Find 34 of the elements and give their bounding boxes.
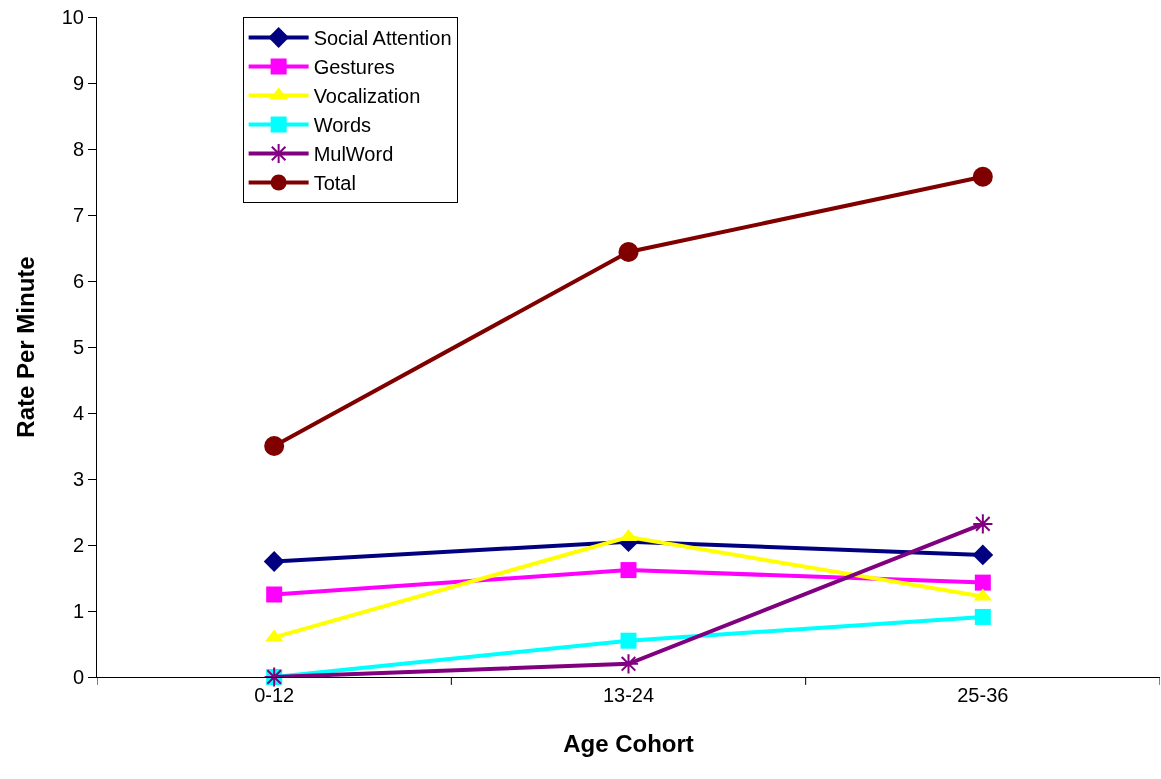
point [264, 436, 285, 456]
y-tick-label: 6 [72, 270, 84, 292]
x-axis-title: Age Cohort [563, 730, 694, 758]
x-tick-label: 25-36 [957, 684, 1009, 706]
point [972, 544, 994, 566]
point [266, 586, 283, 603]
y-tick-label: 9 [72, 72, 84, 94]
legend-label: Words [313, 114, 372, 137]
legend-label: Gestures [313, 56, 395, 79]
y-tick-label: 10 [61, 6, 84, 28]
legend-label: Total [313, 172, 356, 195]
y-tick-label: 4 [72, 402, 84, 424]
y-tick-label: 7 [72, 204, 84, 226]
point [263, 551, 285, 572]
point [974, 608, 991, 625]
y-tick-label: 3 [72, 468, 84, 490]
point [618, 241, 639, 262]
y-tick-label: 0 [72, 666, 84, 688]
point [617, 653, 640, 675]
x-tick-label: 13-24 [602, 684, 655, 706]
point [972, 513, 994, 535]
y-tick-label: 8 [72, 138, 84, 160]
legend-label: MulWord [313, 143, 394, 166]
x-tick-label: 0-12 [254, 684, 295, 706]
y-tick-label: 1 [72, 600, 84, 622]
point [974, 574, 991, 591]
y-tick-label: 5 [72, 336, 84, 358]
legend-label: Social Attention [313, 27, 452, 50]
point [972, 166, 993, 187]
y-tick-label: 2 [72, 534, 84, 556]
point [620, 562, 637, 579]
point [620, 632, 637, 649]
legend-label: Vocalization [313, 85, 421, 108]
y-axis-title: Rate Per Minute [11, 256, 39, 438]
